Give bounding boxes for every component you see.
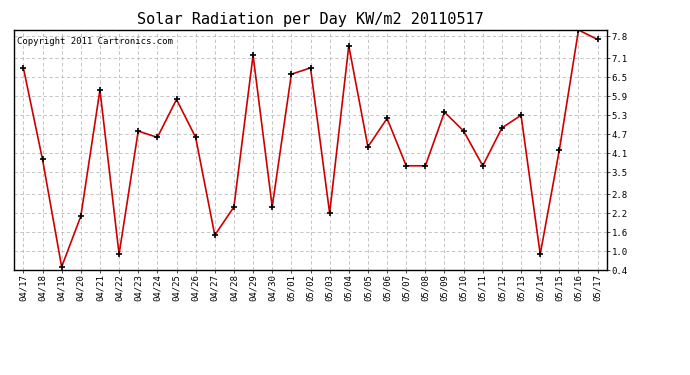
Title: Solar Radiation per Day KW/m2 20110517: Solar Radiation per Day KW/m2 20110517 xyxy=(137,12,484,27)
Text: Copyright 2011 Cartronics.com: Copyright 2011 Cartronics.com xyxy=(17,37,172,46)
